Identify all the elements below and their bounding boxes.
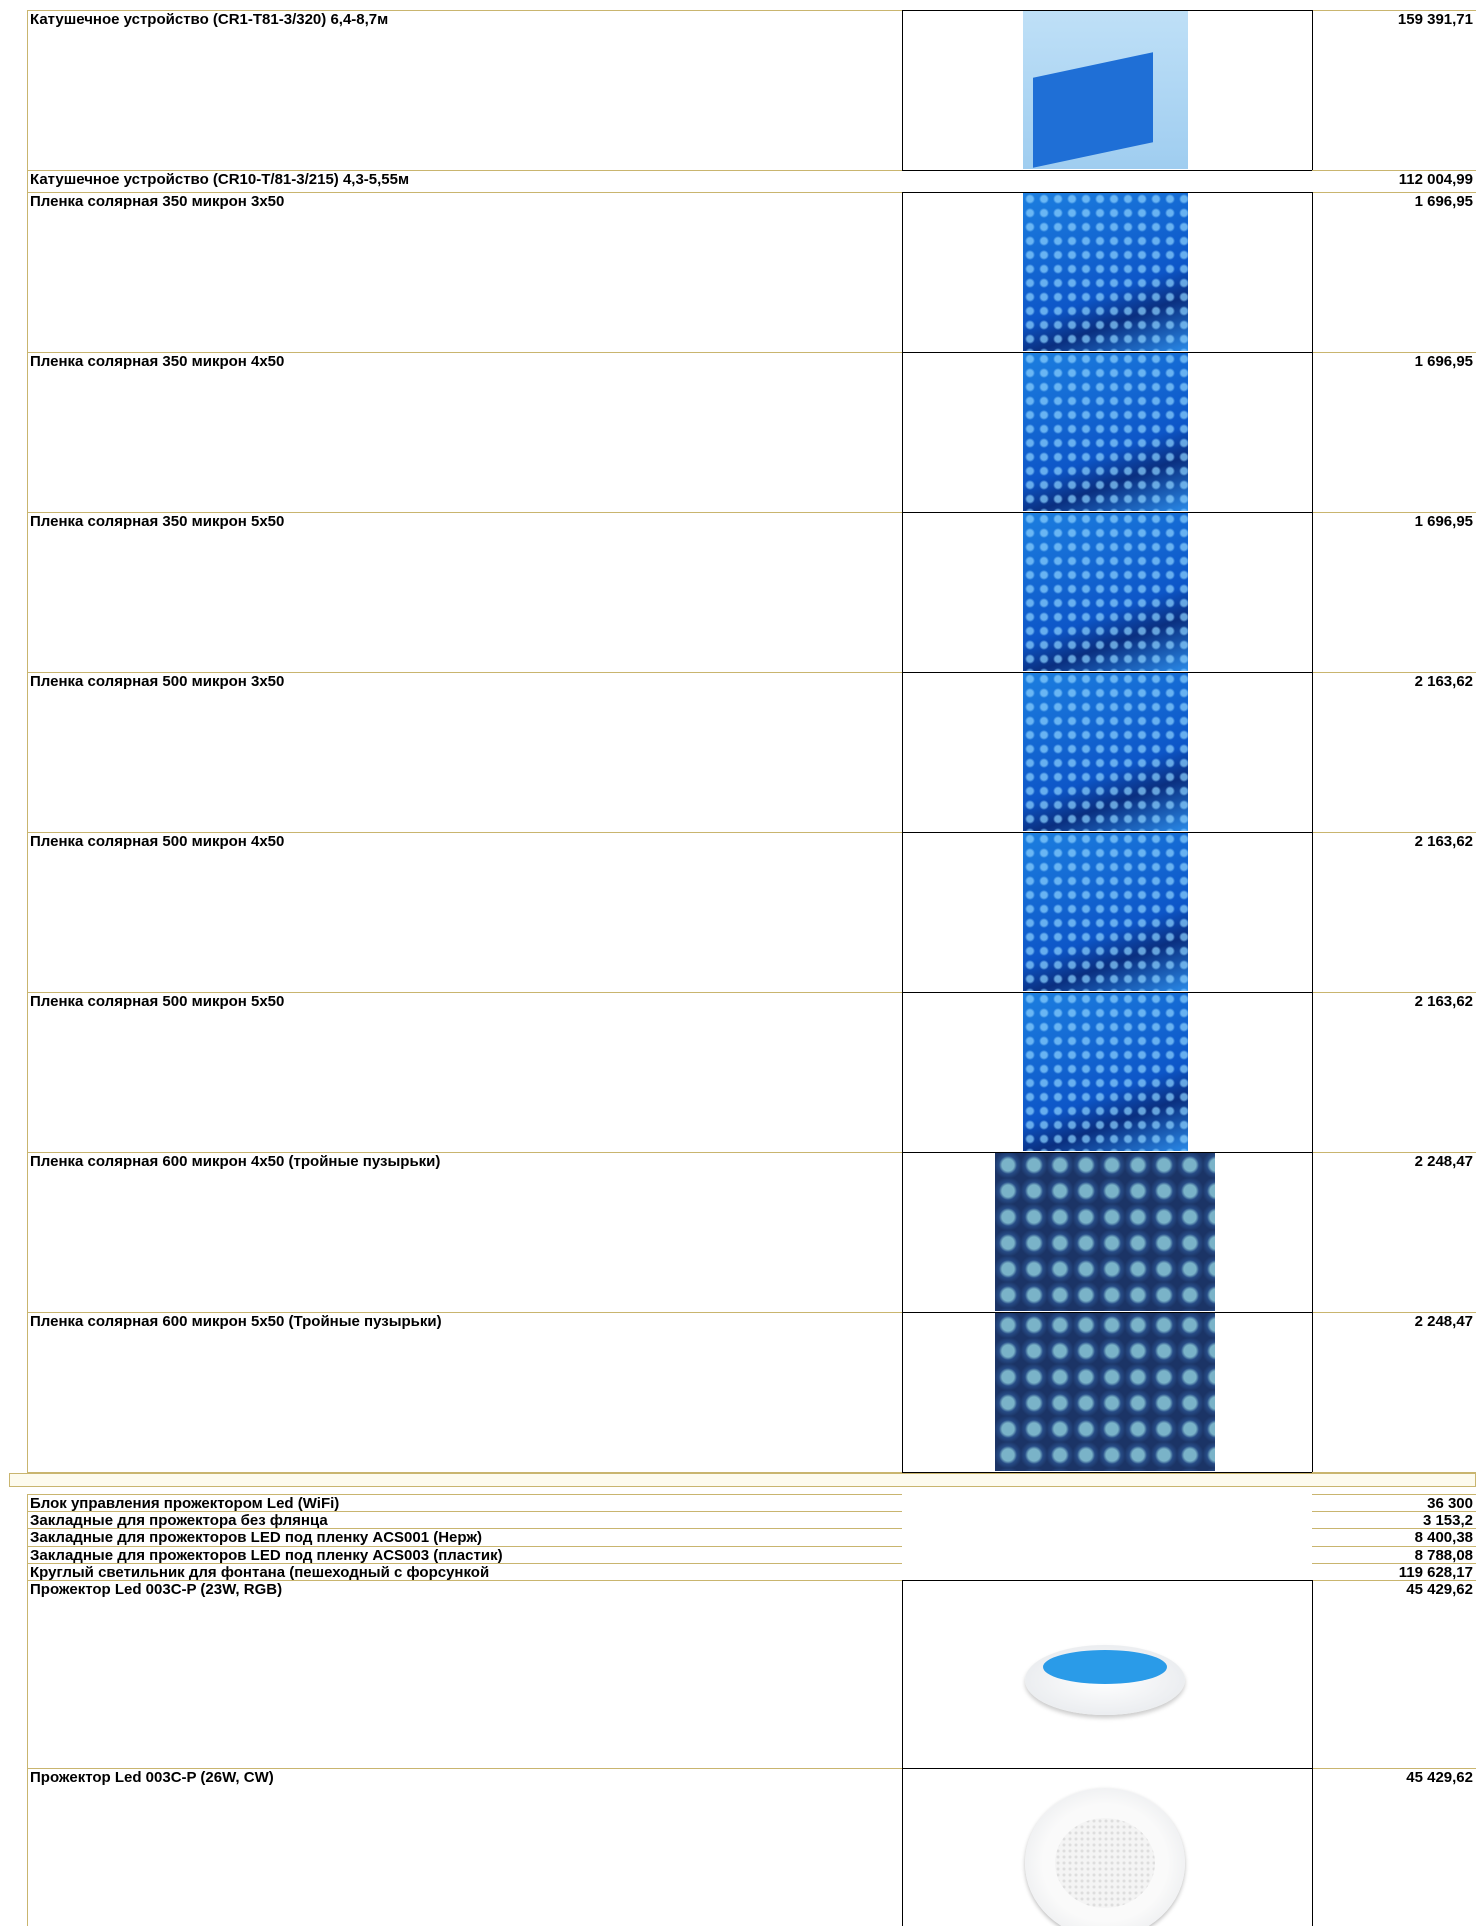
- image-frame: [902, 512, 1313, 673]
- image-frame: [902, 10, 1313, 171]
- item-price: 2 248,47: [1414, 1313, 1473, 1330]
- item-name: Круглый светильник для фонтана (пешеходн…: [30, 1563, 490, 1581]
- image-frame: [902, 1580, 1313, 1769]
- item-name: Пленка солярная 350 микрон 4х50: [30, 353, 285, 370]
- row-line: [27, 1562, 902, 1564]
- product-image: [1023, 512, 1188, 671]
- lamp-lens: [1043, 1650, 1167, 1684]
- lamp-lens: [1055, 1818, 1155, 1908]
- item-name: Пленка солярная 500 микрон 5х50: [30, 993, 285, 1010]
- row-line: [1312, 192, 1476, 193]
- row-line: [27, 992, 902, 993]
- item-price: 2 163,62: [1414, 673, 1473, 690]
- row-line: [1312, 1545, 1476, 1547]
- item-price: 2 248,47: [1414, 1153, 1473, 1170]
- row-line: [27, 1152, 902, 1153]
- row-line: [27, 192, 902, 193]
- item-name: Пленка солярная 600 микрон 5х50 (Тройные…: [30, 1313, 442, 1330]
- item-price: 8 788,08: [1414, 1546, 1473, 1564]
- item-price: 159 391,71: [1397, 11, 1473, 28]
- item-price: 119 628,17: [1398, 1563, 1473, 1581]
- row-line: [27, 10, 902, 11]
- row-line: [1312, 1562, 1476, 1564]
- row-line: [27, 1528, 902, 1530]
- row-line: [27, 1511, 902, 1513]
- product-image: [995, 1312, 1215, 1471]
- row-line: [27, 672, 902, 673]
- product-image: [1023, 10, 1188, 169]
- row-line: [27, 1768, 902, 1769]
- row-line: [1312, 672, 1476, 673]
- item-name: Пленка солярная 500 микрон 3х50: [30, 673, 285, 690]
- item-price: 2 163,62: [1414, 993, 1473, 1010]
- item-price: 1 696,95: [1414, 353, 1473, 370]
- col-line: [27, 1494, 28, 1926]
- item-name: Закладные для прожектора без флянца: [30, 1512, 328, 1530]
- row-line: [1312, 1511, 1476, 1513]
- item-price: 45 429,62: [1406, 1769, 1473, 1786]
- item-name: Катушечное устройство (CR10-T/81-3/215) …: [30, 171, 410, 188]
- image-frame: [902, 352, 1313, 513]
- item-price: 1 696,95: [1414, 193, 1473, 210]
- row-line: [1312, 832, 1476, 833]
- product-image: [1023, 992, 1188, 1151]
- row-line: [1312, 1472, 1476, 1473]
- item-name: Прожектор Led 003C-P (26W, CW): [30, 1769, 274, 1786]
- image-frame: [902, 832, 1313, 993]
- row-line: [27, 1472, 902, 1473]
- image-frame: [902, 992, 1313, 1153]
- item-price: 8 400,38: [1414, 1529, 1473, 1547]
- row-line: [27, 170, 902, 171]
- item-price: 2 163,62: [1414, 833, 1473, 850]
- product-image: [1023, 832, 1188, 991]
- row-line: [1312, 352, 1476, 353]
- item-price: 1 696,95: [1414, 513, 1473, 530]
- item-name: Катушечное устройство (CR1-T81-3/320) 6,…: [30, 11, 389, 28]
- item-name: Закладные для прожекторов LED под пленку…: [30, 1546, 503, 1564]
- row-line: [27, 512, 902, 513]
- row-line: [1312, 1494, 1476, 1495]
- row-line: [27, 1312, 902, 1313]
- row-line: [1312, 1580, 1476, 1581]
- item-price: 45 429,62: [1406, 1581, 1473, 1598]
- item-name: Пленка солярная 350 микрон 5х50: [30, 513, 285, 530]
- row-line: [27, 352, 902, 353]
- product-image: [1023, 352, 1188, 511]
- row-line: [1312, 512, 1476, 513]
- row-line: [27, 832, 902, 833]
- row-line: [1312, 992, 1476, 993]
- item-price: 112 004,99: [1398, 171, 1473, 188]
- row-line: [1312, 1528, 1476, 1530]
- col-line: [27, 10, 28, 1472]
- row-line: [1312, 10, 1476, 11]
- item-name: Прожектор Led 003C-P (23W, RGB): [30, 1581, 283, 1598]
- image-frame: [902, 192, 1313, 353]
- row-line: [1312, 1152, 1476, 1153]
- item-name: Пленка солярная 350 микрон 3х50: [30, 193, 285, 210]
- product-image: [995, 1152, 1215, 1311]
- blank-row: [9, 1473, 1476, 1487]
- item-name: Пленка солярная 600 микрон 4х50 (тройные…: [30, 1153, 441, 1170]
- image-frame: [902, 672, 1313, 833]
- item-price: 36 300: [1427, 1495, 1473, 1512]
- item-name: Пленка солярная 500 микрон 4х50: [30, 833, 285, 850]
- item-name: Блок управления прожектором Led (WiFi): [30, 1495, 340, 1512]
- product-image: [1023, 672, 1188, 831]
- image-frame: [902, 1312, 1313, 1473]
- item-price: 3 153,2: [1422, 1512, 1473, 1530]
- row-line: [1312, 1312, 1476, 1313]
- row-line: [27, 1580, 902, 1581]
- row-line: [1312, 170, 1476, 171]
- image-frame: [902, 1768, 1313, 1926]
- product-image: [1023, 192, 1188, 351]
- image-frame: [902, 1152, 1313, 1313]
- item-name: Закладные для прожекторов LED под пленку…: [30, 1529, 482, 1547]
- row-line: [27, 1545, 902, 1547]
- row-line: [1312, 1768, 1476, 1769]
- row-line: [27, 1494, 902, 1495]
